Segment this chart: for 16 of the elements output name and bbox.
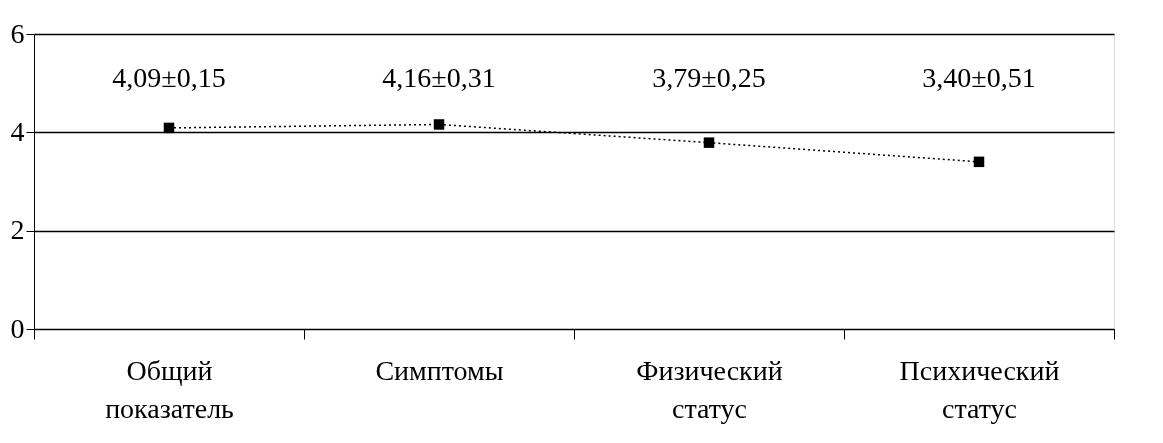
y-tick-label: 0 (10, 312, 25, 344)
point (973, 156, 985, 168)
data-label: 4,09±0,15 (112, 62, 226, 93)
y-tick-label: 6 (10, 17, 25, 49)
point (163, 122, 175, 134)
x-tick-label: Общий показатель (105, 354, 234, 424)
x-tick-label: Симптомы (375, 354, 504, 386)
data-label: 4,16±0,31 (382, 62, 496, 93)
y-tick-label: 2 (10, 214, 25, 246)
y-tick-label: 4 (10, 115, 25, 147)
data-label: 3,40±0,51 (922, 62, 1036, 93)
point (433, 119, 445, 130)
x-tick-label: Психический статус (899, 354, 1060, 424)
x-tick-label: Физический статус (636, 354, 783, 424)
data-label: 3,79±0,25 (652, 62, 766, 93)
point (703, 137, 715, 148)
